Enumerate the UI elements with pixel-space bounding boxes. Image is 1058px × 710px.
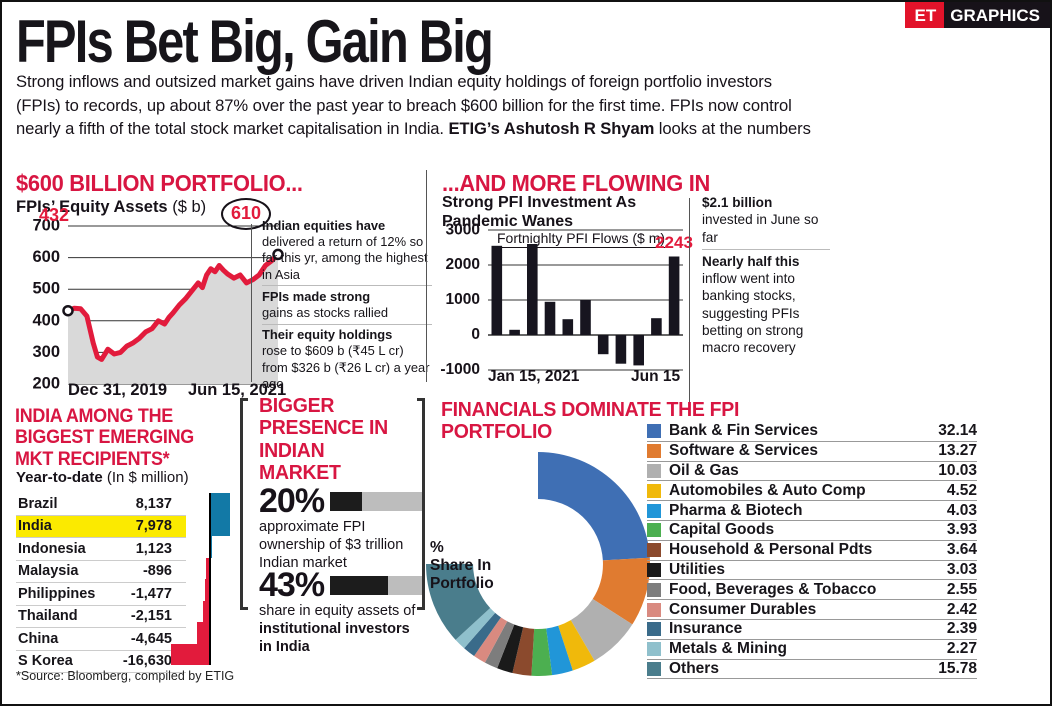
svg-text:200: 200 (32, 375, 60, 393)
svg-text:300: 300 (32, 343, 60, 361)
svg-text:Dec 31, 2019: Dec 31, 2019 (68, 381, 167, 399)
svg-text:3000: 3000 (446, 222, 480, 239)
svg-text:600: 600 (32, 248, 60, 266)
svg-text:2243: 2243 (655, 233, 693, 252)
svg-text:-1000: -1000 (440, 361, 480, 378)
svg-text:Jun 15: Jun 15 (631, 368, 680, 385)
svg-text:1000: 1000 (446, 291, 480, 308)
svg-text:Jan 15, 2021: Jan 15, 2021 (488, 368, 580, 385)
svg-text:0: 0 (471, 326, 480, 343)
svg-text:400: 400 (32, 311, 60, 329)
svg-text:500: 500 (32, 280, 60, 298)
svg-text:2000: 2000 (446, 256, 480, 273)
